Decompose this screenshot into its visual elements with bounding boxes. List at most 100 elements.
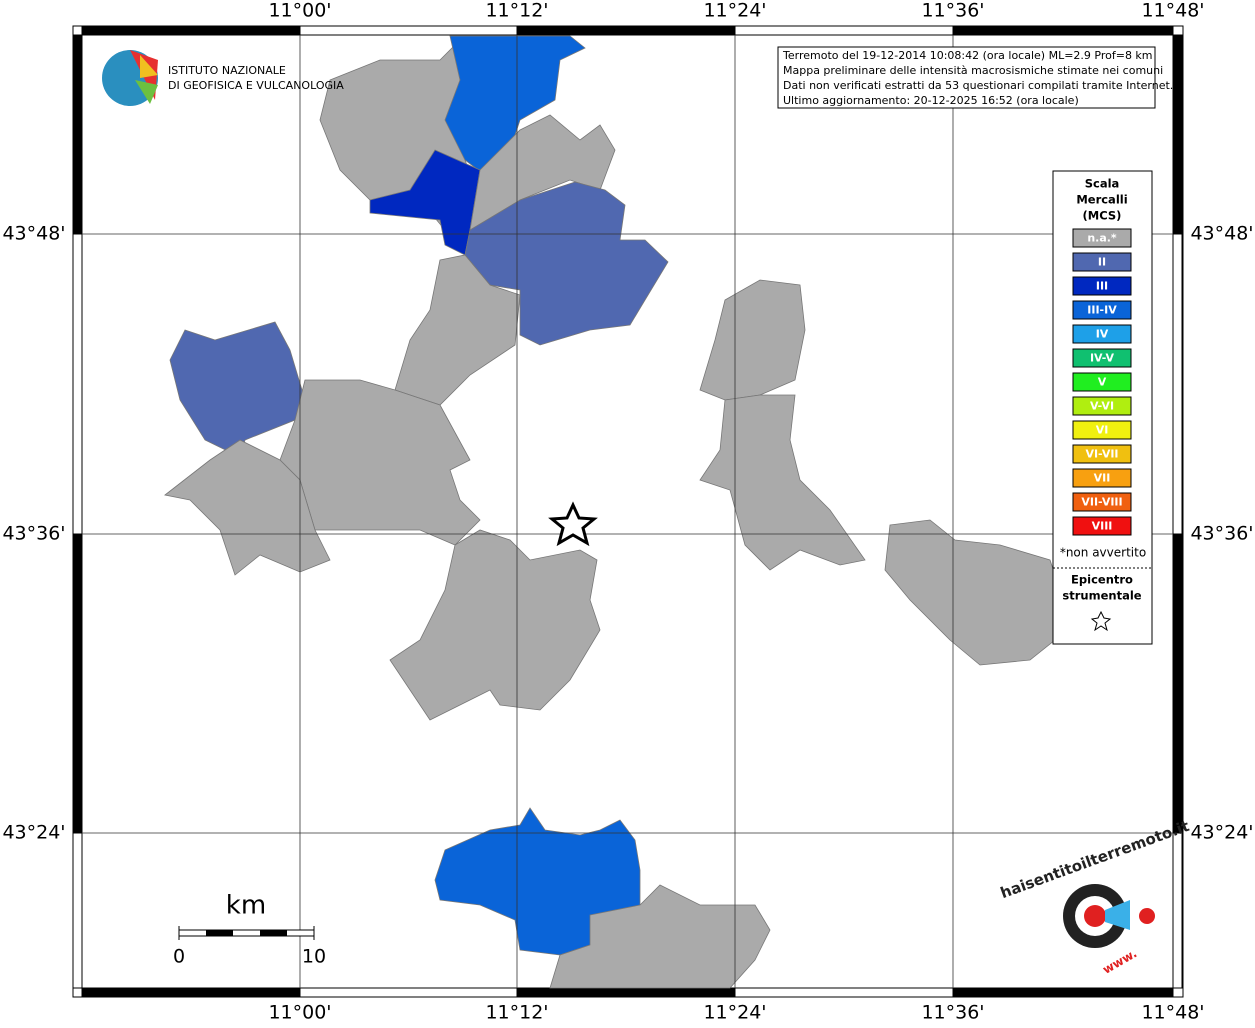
legend-label: V bbox=[1098, 376, 1107, 389]
legend-label: n.a.* bbox=[1087, 232, 1117, 245]
border-segment bbox=[952, 987, 1174, 998]
border-segment bbox=[734, 25, 954, 36]
logo-wedge bbox=[140, 55, 158, 78]
legend-star bbox=[1090, 610, 1112, 632]
legend-label: VIII bbox=[1092, 520, 1113, 533]
border-segment bbox=[516, 25, 736, 36]
legend-swatch bbox=[1072, 420, 1132, 440]
lon-label: 11°00' bbox=[268, 0, 331, 22]
scale-segment bbox=[260, 930, 287, 936]
logo-text: ISTITUTO NAZIONALE bbox=[168, 64, 286, 77]
area bbox=[434, 807, 641, 956]
legend-swatch bbox=[1072, 516, 1132, 536]
info-line: Ultimo aggiornamento: 20-12-2025 16:52 (… bbox=[783, 94, 1079, 107]
legend-label: II bbox=[1098, 256, 1106, 269]
legend-label: III bbox=[1096, 280, 1108, 293]
legend-swatch bbox=[1072, 348, 1132, 368]
legend-swatch bbox=[1072, 252, 1132, 272]
scale-unit: km bbox=[226, 891, 266, 921]
info-box bbox=[777, 46, 1156, 109]
scale-label: 0 bbox=[173, 946, 185, 968]
info-line: Mappa preliminare delle intensità macros… bbox=[783, 64, 1163, 77]
lon-label: 11°00' bbox=[268, 1002, 331, 1024]
legend-swatch bbox=[1072, 228, 1132, 248]
scale-label: 10 bbox=[302, 946, 326, 968]
legend-label: IV-V bbox=[1090, 352, 1115, 365]
area bbox=[464, 181, 669, 346]
legend-swatch bbox=[1072, 300, 1132, 320]
legend-title: (MCS) bbox=[1083, 209, 1122, 223]
legend-label: IV bbox=[1096, 328, 1109, 341]
legend-label: III-IV bbox=[1087, 304, 1117, 317]
info-line: Dati non verificati estratti da 53 quest… bbox=[783, 79, 1173, 92]
logo-text: DI GEOFISICA E VULCANOLOGIA bbox=[168, 79, 344, 92]
border-segment bbox=[952, 25, 1174, 36]
legend-note: *non avvertito bbox=[1060, 546, 1146, 560]
legend-swatch bbox=[1072, 396, 1132, 416]
lon-label: 11°12' bbox=[485, 1002, 548, 1024]
legend-title: Scala bbox=[1085, 177, 1120, 191]
lon-label: 11°48' bbox=[1141, 1002, 1204, 1024]
legend-swatch bbox=[1072, 444, 1132, 464]
border-segment bbox=[72, 34, 83, 235]
site-logo-badge bbox=[1139, 908, 1155, 924]
border-segment bbox=[72, 233, 83, 535]
legend-epicenter: Epicentro bbox=[1071, 573, 1133, 587]
lat-label: 43°48' bbox=[1190, 223, 1253, 245]
lon-label: 11°24' bbox=[703, 1002, 766, 1024]
border-segment bbox=[81, 987, 301, 998]
scale-frame bbox=[178, 929, 315, 937]
legend-epicenter: strumentale bbox=[1062, 589, 1141, 603]
info-text: Terremoto del 19-12-2014 10:08:42 (ora l… bbox=[782, 49, 1173, 107]
area bbox=[169, 321, 306, 458]
lat-label: 43°36' bbox=[2, 523, 65, 545]
area bbox=[394, 254, 521, 406]
lon-label: 11°36' bbox=[921, 0, 984, 22]
lon-label: 11°24' bbox=[703, 0, 766, 22]
scale-segment bbox=[206, 930, 233, 936]
epicenter-star bbox=[548, 501, 598, 547]
border-segment bbox=[1172, 34, 1183, 235]
border-segment bbox=[1172, 832, 1183, 989]
area bbox=[389, 529, 601, 721]
legend-label: VI-VII bbox=[1085, 448, 1118, 461]
border-segment bbox=[516, 987, 736, 998]
area bbox=[549, 884, 771, 989]
area bbox=[164, 439, 331, 576]
legend-swatch bbox=[1072, 324, 1132, 344]
border-segment bbox=[72, 533, 83, 834]
logo-wedge bbox=[135, 80, 158, 104]
legend-swatch bbox=[1072, 468, 1132, 488]
ingv-logo: ISTITUTO NAZIONALE DI GEOFISICA E VULCAN… bbox=[102, 50, 344, 106]
border-segment bbox=[299, 25, 518, 36]
site-logo-beam bbox=[1105, 900, 1130, 930]
lat-label: 43°24' bbox=[1190, 822, 1253, 844]
area bbox=[699, 279, 806, 401]
legend-label: VI bbox=[1096, 424, 1109, 437]
legend-swatch bbox=[1072, 492, 1132, 512]
border-segment bbox=[1172, 233, 1183, 535]
area bbox=[699, 394, 866, 571]
legend-swatch bbox=[1072, 372, 1132, 392]
lat-label: 43°48' bbox=[2, 223, 65, 245]
legend-items: ScalaMercalli(MCS)n.a.*IIIIIIII-IVIVIV-V… bbox=[1060, 177, 1146, 603]
legend-label: V-VI bbox=[1090, 400, 1114, 413]
municipalities bbox=[164, 35, 1061, 989]
border-segment bbox=[299, 987, 518, 998]
border-segment bbox=[1172, 533, 1183, 834]
border-segment bbox=[734, 987, 954, 998]
lat-label: 43°36' bbox=[1190, 523, 1253, 545]
lon-label: 11°36' bbox=[921, 1002, 984, 1024]
info-line: Terremoto del 19-12-2014 10:08:42 (ora l… bbox=[782, 49, 1153, 62]
border-segment bbox=[81, 25, 301, 36]
legend-swatch bbox=[1072, 276, 1132, 296]
scale-bar: km 0 10 bbox=[173, 891, 326, 968]
site-logo-dot bbox=[1084, 905, 1106, 927]
lon-label: 11°48' bbox=[1141, 0, 1204, 22]
legend-title: Mercalli bbox=[1076, 193, 1127, 207]
lon-label: 11°12' bbox=[485, 0, 548, 22]
legend-label: VII-VIII bbox=[1081, 496, 1122, 509]
border-segment bbox=[72, 832, 83, 989]
